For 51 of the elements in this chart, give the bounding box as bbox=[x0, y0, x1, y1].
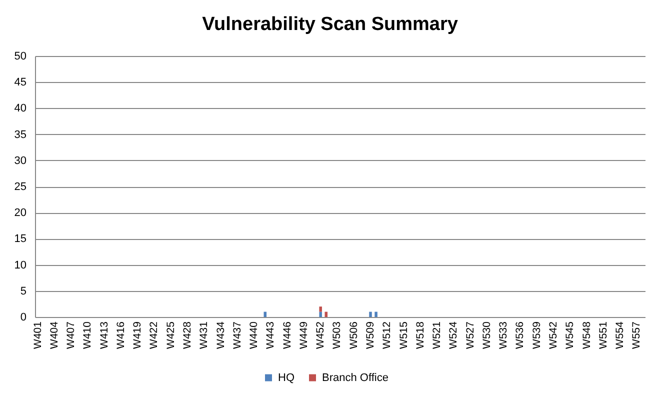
x-tick-label: W506 bbox=[348, 321, 360, 349]
x-tick-label: W557 bbox=[630, 321, 643, 349]
x-tick-label: W431 bbox=[198, 321, 210, 349]
x-tick-label: W446 bbox=[281, 321, 294, 349]
x-tick-label: W449 bbox=[298, 321, 310, 349]
y-tick-label: 15 bbox=[14, 233, 26, 246]
x-tick-label: W533 bbox=[498, 321, 510, 349]
y-tick-label: 45 bbox=[14, 76, 26, 89]
x-tick-label: W512 bbox=[381, 321, 394, 349]
x-tick-label: W524 bbox=[448, 321, 460, 349]
x-tick-label: W425 bbox=[164, 321, 177, 349]
legend-label: HQ bbox=[278, 372, 295, 384]
x-tick-label: W407 bbox=[65, 321, 78, 349]
chart-title: Vulnerability Scan Summary bbox=[202, 14, 458, 35]
x-tick-label: W551 bbox=[597, 321, 610, 349]
x-tick-label: W452 bbox=[314, 321, 327, 349]
x-tick-label: W527 bbox=[464, 321, 476, 349]
x-tick-label: W404 bbox=[48, 321, 60, 349]
x-tick-label: W536 bbox=[514, 321, 526, 349]
y-tick-label: 5 bbox=[20, 285, 26, 298]
y-tick-label: 20 bbox=[14, 207, 26, 220]
y-tick-label: 0 bbox=[20, 312, 26, 324]
x-tick-label: W515 bbox=[398, 321, 410, 349]
y-tick-label: 35 bbox=[14, 128, 26, 141]
x-tick-label: W503 bbox=[331, 321, 344, 349]
x-tick-label: W521 bbox=[431, 321, 444, 349]
x-tick-label: W428 bbox=[182, 321, 194, 349]
y-tick-label: 40 bbox=[14, 102, 26, 115]
x-tick-label: W539 bbox=[530, 321, 543, 349]
x-tick-label: W437 bbox=[231, 321, 244, 349]
y-tick-label: 25 bbox=[14, 181, 26, 193]
y-tick-label: 50 bbox=[14, 50, 26, 62]
x-tick-label: W410 bbox=[82, 321, 94, 349]
x-tick-label: W509 bbox=[364, 321, 376, 349]
y-tick-label: 10 bbox=[14, 259, 26, 272]
x-tick-label: W518 bbox=[414, 321, 426, 349]
x-tick-label: W416 bbox=[114, 321, 127, 349]
x-tick-label: W545 bbox=[564, 321, 576, 349]
x-tick-label: W542 bbox=[548, 321, 560, 349]
x-tick-label: W554 bbox=[614, 321, 626, 349]
x-tick-label: W548 bbox=[580, 321, 593, 349]
x-tick-label: W443 bbox=[264, 321, 277, 349]
x-tick-label: W530 bbox=[480, 321, 493, 349]
x-tick-label: W434 bbox=[214, 321, 227, 349]
x-tick-label: W419 bbox=[132, 321, 144, 349]
x-tick-label: W422 bbox=[148, 321, 160, 349]
x-tick-label: W401 bbox=[32, 321, 44, 349]
y-tick-label: 30 bbox=[14, 154, 26, 167]
x-tick-label: W413 bbox=[98, 321, 110, 349]
legend-label: Branch Office bbox=[322, 372, 388, 384]
x-tick-label: W440 bbox=[248, 321, 260, 349]
